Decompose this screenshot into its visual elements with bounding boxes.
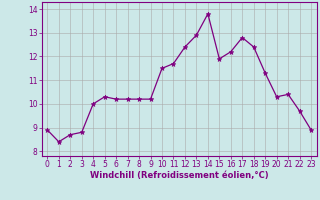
- X-axis label: Windchill (Refroidissement éolien,°C): Windchill (Refroidissement éolien,°C): [90, 171, 268, 180]
